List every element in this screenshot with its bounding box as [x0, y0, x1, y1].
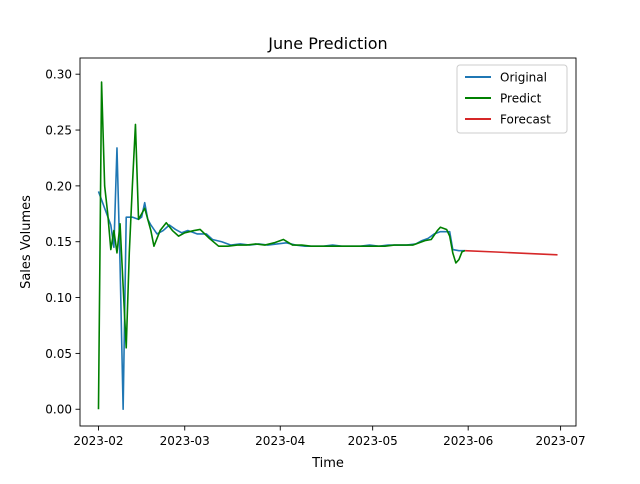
legend-label-forecast: Forecast	[500, 113, 551, 127]
y-tick-label: 0.15	[45, 235, 72, 249]
x-tick-label: 2023-02	[73, 434, 123, 448]
series-line-original	[97, 147, 466, 411]
series-line-forecast	[465, 249, 558, 256]
y-tick-label: 0.25	[45, 124, 72, 138]
series-line-predict	[97, 81, 466, 410]
y-tick-label: 0.10	[45, 291, 72, 305]
x-axis-label: Time	[311, 456, 344, 471]
legend-label-predict: Predict	[500, 92, 542, 106]
x-tick-label: 2023-07	[536, 434, 586, 448]
y-tick-label: 0.00	[45, 403, 72, 417]
plot-area: 2023-02 2023-03 2023-04 2023-05 2023-06 2023-…	[45, 57, 586, 448]
y-tick-label: 0.30	[45, 68, 72, 82]
legend-box	[456, 64, 568, 134]
chart-title: June Prediction	[267, 34, 387, 53]
y-tick-label: 0.05	[45, 347, 72, 361]
legend-label-original: Original	[500, 71, 547, 85]
x-tick-label: 2023-05	[348, 434, 398, 448]
x-tick-label: 2023-04	[255, 434, 305, 448]
x-tick-label: 2023-06	[443, 434, 493, 448]
y-axis-label: Sales Volumes	[19, 195, 34, 289]
x-tick-label: 2023-03	[160, 434, 210, 448]
y-tick-label: 0.20	[45, 179, 72, 193]
legend: Original Predict Forecast	[456, 64, 568, 134]
